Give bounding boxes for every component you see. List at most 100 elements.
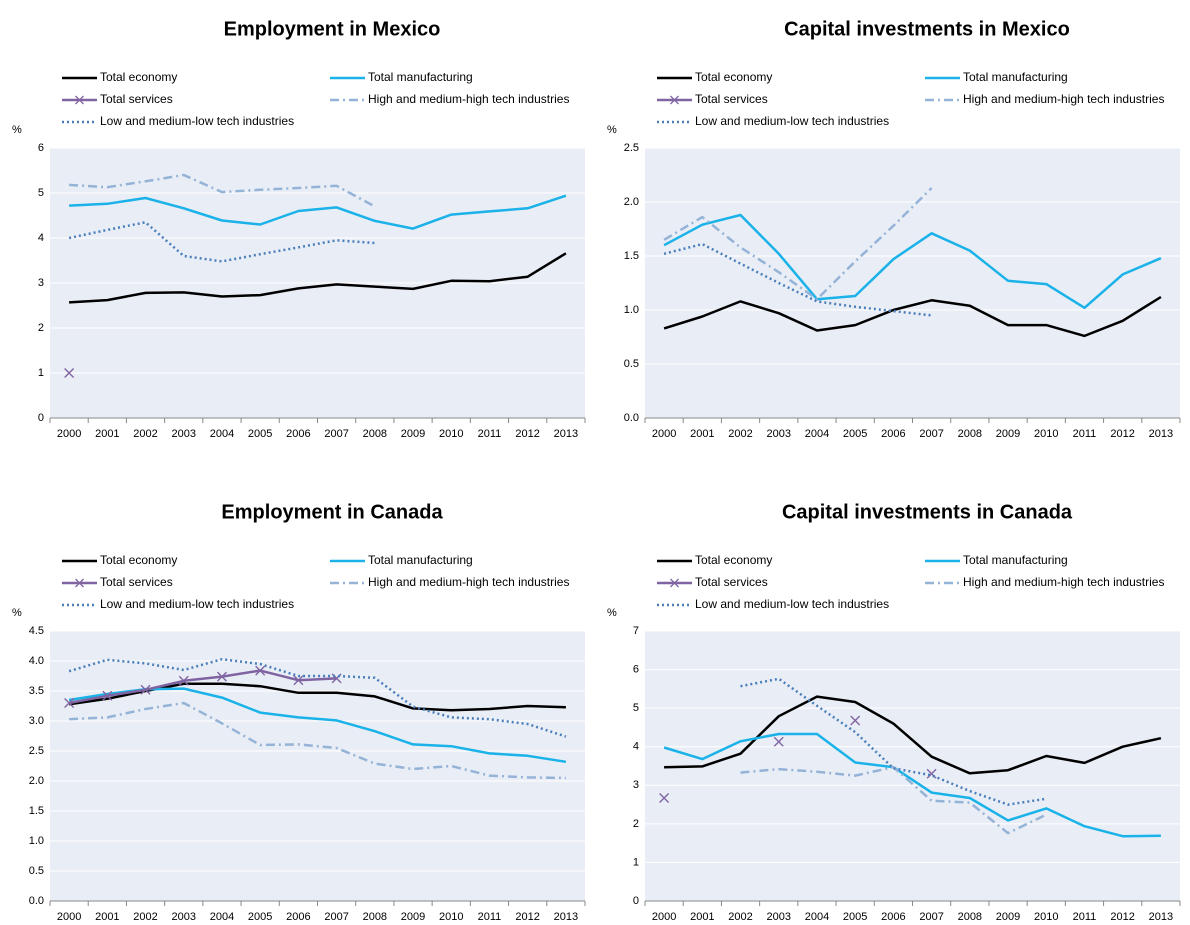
- x-tick-label: 2011: [478, 428, 502, 440]
- x-tick-label: 2006: [286, 911, 310, 923]
- series-line: [69, 173, 376, 208]
- x-tick-label: 2000: [652, 428, 676, 440]
- x-tick-label: 2007: [324, 911, 348, 923]
- data-point: [293, 675, 304, 686]
- series-line: [69, 194, 567, 230]
- x-tick-label: 2007: [324, 428, 348, 440]
- series-line: [740, 677, 1047, 806]
- y-tick-label: 1.5: [624, 250, 639, 262]
- x-tick-label: 2002: [133, 428, 157, 440]
- x-tick-label: 2012: [1110, 428, 1134, 440]
- x-tick-label: 2004: [805, 911, 829, 923]
- y-tick-label: 1.5: [29, 805, 44, 817]
- y-tick-label: 0.5: [624, 358, 639, 370]
- x-tick-label: 2002: [133, 911, 157, 923]
- x-tick-label: 2004: [210, 911, 234, 923]
- y-tick-label: 4: [633, 741, 639, 753]
- x-tick-label: 2004: [805, 428, 829, 440]
- data-point: [255, 665, 266, 676]
- x-tick-label: 2002: [728, 911, 752, 923]
- x-tick-label: 2001: [690, 911, 714, 923]
- y-tick-label: 6: [38, 142, 44, 154]
- x-tick-label: 2005: [248, 428, 272, 440]
- x-tick-label: 2005: [843, 428, 867, 440]
- y-axis-label: %: [607, 124, 617, 136]
- x-tick-label: 2003: [767, 428, 791, 440]
- x-tick-label: 2003: [172, 428, 196, 440]
- y-tick-label: 1.0: [29, 835, 44, 847]
- series-line: [68, 221, 375, 263]
- data-point: [140, 684, 151, 695]
- x-tick-label: 2009: [996, 428, 1020, 440]
- series-line: [663, 732, 1161, 838]
- x-tick-label: 2010: [439, 428, 463, 440]
- x-tick-label: 2005: [248, 911, 272, 923]
- y-tick-label: 1.0: [624, 304, 639, 316]
- x-tick-label: 2008: [363, 911, 387, 923]
- y-tick-label: 6: [633, 663, 639, 675]
- x-tick-label: 2003: [172, 911, 196, 923]
- y-tick-label: 3.5: [29, 685, 44, 697]
- x-tick-label: 2006: [881, 428, 905, 440]
- legend-label: Low and medium-low tech industries: [100, 597, 294, 611]
- series-line: [68, 669, 337, 705]
- legend-label: Total manufacturing: [368, 553, 473, 567]
- x-tick-label: 2007: [919, 428, 943, 440]
- data-point: [178, 675, 189, 686]
- legend-label: Total economy: [100, 70, 177, 84]
- data-point: [773, 736, 784, 747]
- x-tick-label: 2010: [1034, 428, 1058, 440]
- series-line: [663, 187, 933, 301]
- x-tick-label: 2003: [767, 911, 791, 923]
- y-tick-label: 0: [38, 412, 44, 424]
- x-tick-label: 2001: [95, 911, 119, 923]
- data-point: [64, 368, 75, 378]
- y-tick-label: 0.0: [29, 895, 44, 907]
- plot-area: [645, 148, 1180, 418]
- legend-label: Low and medium-low tech industries: [100, 114, 294, 128]
- series-line: [664, 695, 1162, 775]
- x-tick-label: 2009: [401, 911, 425, 923]
- x-tick-label: 2006: [286, 428, 310, 440]
- y-tick-label: 0: [633, 895, 639, 907]
- x-tick-label: 2012: [515, 911, 539, 923]
- chart-panel: Employment in Canada Total economy Total m…: [12, 501, 586, 923]
- legend-label: Total economy: [100, 553, 177, 567]
- chart-title: Employment in Mexico: [224, 18, 441, 40]
- x-tick-label: 2008: [958, 911, 982, 923]
- x-tick-label: 2000: [57, 428, 81, 440]
- y-axis-label: %: [12, 607, 22, 619]
- y-axis-label: %: [607, 607, 617, 619]
- legend-label: Total services: [100, 575, 173, 589]
- series-line: [663, 295, 1162, 338]
- y-tick-label: 0.0: [624, 412, 639, 424]
- x-tick-label: 2011: [1073, 911, 1097, 923]
- y-tick-label: 4.5: [29, 625, 44, 637]
- chart-title: Employment in Canada: [221, 501, 443, 523]
- x-tick-label: 2013: [1149, 428, 1173, 440]
- data-point: [659, 793, 670, 804]
- legend-marker: [670, 95, 679, 105]
- x-tick-label: 2012: [515, 428, 539, 440]
- legend-marker: [75, 578, 84, 588]
- y-tick-label: 3: [633, 779, 639, 791]
- x-tick-label: 2010: [439, 911, 463, 923]
- y-tick-label: 3.0: [29, 715, 44, 727]
- plot-area: [645, 631, 1180, 901]
- legend-marker: [670, 578, 679, 588]
- legend-marker: [75, 95, 84, 105]
- x-tick-label: 2013: [1149, 911, 1173, 923]
- x-tick-label: 2008: [363, 428, 387, 440]
- x-tick-label: 2004: [210, 428, 234, 440]
- legend-label: Total services: [695, 575, 768, 589]
- y-tick-label: 2: [633, 818, 639, 830]
- x-tick-label: 2001: [690, 428, 714, 440]
- x-tick-label: 2012: [1110, 911, 1134, 923]
- chart-panel: Capital investments in Mexico Total econo…: [607, 18, 1181, 440]
- chart-panel: Employment in Mexico Total economy Total m…: [12, 18, 586, 440]
- x-tick-label: 2011: [1073, 428, 1097, 440]
- x-tick-label: 2008: [958, 428, 982, 440]
- series-line: [663, 242, 932, 317]
- y-tick-label: 2.5: [624, 142, 639, 154]
